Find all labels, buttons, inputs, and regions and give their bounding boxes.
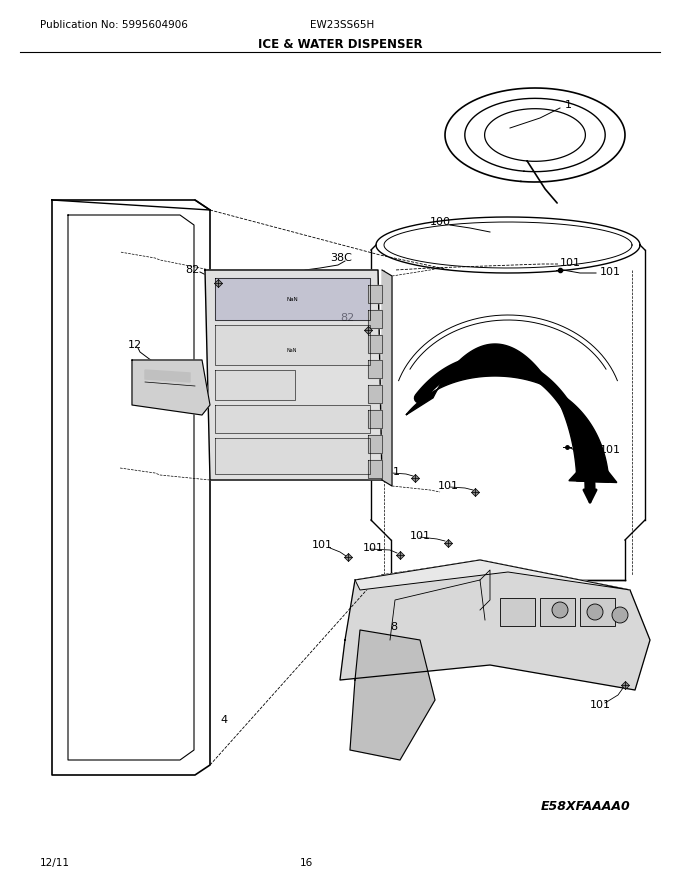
Text: 1: 1 — [565, 100, 572, 110]
Text: 38C: 38C — [330, 253, 352, 263]
Text: NaN: NaN — [287, 348, 297, 353]
Text: 101: 101 — [363, 543, 384, 553]
Text: 4: 4 — [220, 715, 227, 725]
Text: 101: 101 — [380, 467, 401, 477]
Polygon shape — [340, 560, 650, 690]
Text: E58XFAAAA0: E58XFAAAA0 — [540, 800, 630, 813]
Circle shape — [612, 607, 628, 623]
Polygon shape — [368, 410, 382, 428]
Polygon shape — [406, 344, 609, 482]
Text: 82: 82 — [185, 265, 199, 275]
Bar — [500, 598, 535, 626]
Text: 101: 101 — [590, 700, 611, 710]
Polygon shape — [368, 285, 382, 303]
Polygon shape — [355, 560, 630, 590]
Text: 16: 16 — [300, 858, 313, 868]
Text: 101: 101 — [560, 258, 581, 268]
Polygon shape — [145, 370, 190, 382]
Polygon shape — [215, 405, 370, 433]
Text: Publication No: 5995604906: Publication No: 5995604906 — [40, 20, 188, 30]
Polygon shape — [215, 370, 295, 400]
Circle shape — [587, 604, 603, 620]
Text: NaN: NaN — [286, 297, 298, 302]
Text: 101: 101 — [438, 481, 459, 491]
Text: ICE & WATER DISPENSER: ICE & WATER DISPENSER — [258, 38, 422, 51]
Polygon shape — [215, 438, 370, 474]
Text: 12/11: 12/11 — [40, 858, 70, 868]
Text: 101: 101 — [600, 445, 621, 455]
Circle shape — [552, 602, 568, 618]
Polygon shape — [368, 385, 382, 403]
Bar — [580, 598, 615, 626]
Text: EW23SS65H: EW23SS65H — [310, 20, 374, 30]
Bar — [540, 598, 575, 626]
Text: 101: 101 — [410, 531, 431, 541]
Text: 100: 100 — [430, 217, 451, 227]
Text: 12: 12 — [128, 340, 142, 350]
Polygon shape — [368, 360, 382, 378]
Text: 8: 8 — [390, 622, 397, 632]
Polygon shape — [350, 630, 435, 760]
Text: 101: 101 — [600, 267, 621, 277]
Text: 82: 82 — [340, 313, 354, 323]
Polygon shape — [368, 460, 382, 478]
Polygon shape — [215, 278, 370, 320]
Polygon shape — [205, 270, 382, 480]
Polygon shape — [569, 453, 617, 482]
Polygon shape — [382, 270, 392, 486]
Polygon shape — [132, 360, 210, 415]
Polygon shape — [368, 335, 382, 353]
Polygon shape — [368, 435, 382, 453]
Polygon shape — [368, 310, 382, 328]
Text: 101: 101 — [312, 540, 333, 550]
Polygon shape — [215, 325, 370, 365]
